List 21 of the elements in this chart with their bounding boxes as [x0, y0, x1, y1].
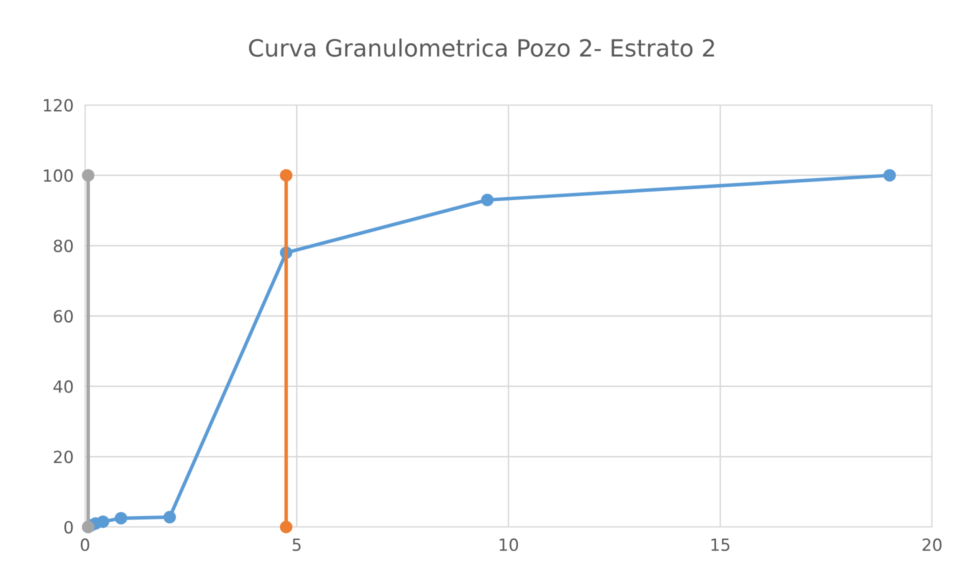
x-tick-label: 10 — [500, 538, 518, 552]
point — [114, 512, 128, 524]
y-tick-label: 120 — [44, 98, 73, 112]
chart-title: Curva Granulometrica Pozo 2- Estrato 2 — [249, 38, 714, 57]
point — [280, 520, 292, 534]
x-tick-label: 5 — [292, 538, 301, 552]
point — [163, 510, 176, 524]
y-tick-label: 40 — [53, 380, 73, 393]
y-tick-label: 0 — [64, 520, 73, 534]
point — [96, 515, 110, 528]
point — [883, 169, 896, 182]
x-tick-label: 15 — [711, 538, 730, 552]
x-tick-label: 0 — [80, 538, 90, 552]
y-tick-label: 80 — [54, 240, 73, 252]
y-tick-label: 60 — [54, 310, 73, 323]
point — [82, 169, 94, 182]
x-tick-label: 20 — [922, 538, 942, 552]
point — [481, 194, 494, 206]
point — [280, 169, 292, 182]
y-tick-label: 20 — [54, 450, 73, 464]
y-tick-label: 100 — [44, 169, 73, 182]
